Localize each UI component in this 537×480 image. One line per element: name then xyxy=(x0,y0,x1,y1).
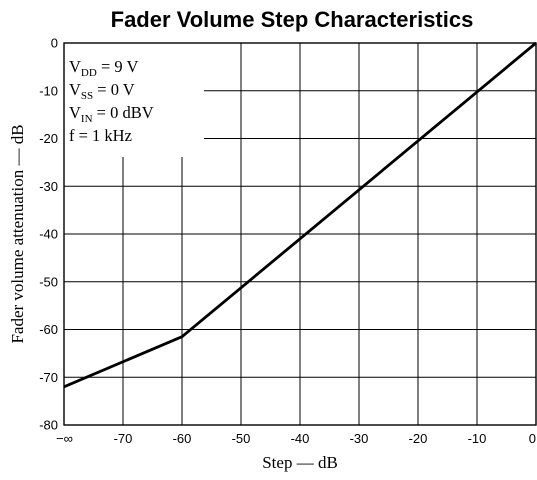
y-axis-label: Fader volume attenuation — dB xyxy=(8,124,27,343)
chart-title: Fader Volume Step Characteristics xyxy=(111,7,474,32)
y-tick-label: -10 xyxy=(39,83,58,98)
y-tick-label: -40 xyxy=(39,227,58,242)
x-tick-label: -30 xyxy=(350,431,369,446)
condition-line: VIN = 0 dBV xyxy=(69,103,154,125)
condition-line: f = 1 kHz xyxy=(69,126,132,145)
y-tick-label: -70 xyxy=(39,370,58,385)
y-tick-label: -20 xyxy=(39,131,58,146)
series-line xyxy=(63,41,537,389)
y-tick-label: -50 xyxy=(39,274,58,289)
y-tick-label: 0 xyxy=(51,36,58,51)
x-tick-label: -60 xyxy=(173,431,192,446)
condition-line: VDD = 9 V xyxy=(69,57,138,79)
y-tick-label: -80 xyxy=(39,418,58,433)
x-tick-label: -10 xyxy=(468,431,487,446)
x-axis-label: Step — dB xyxy=(262,453,338,472)
x-tick-label: -70 xyxy=(114,431,133,446)
y-tick-label: -60 xyxy=(39,322,58,337)
plot-frame xyxy=(63,42,537,426)
conditions-box xyxy=(64,43,204,157)
tick-labels: 0 -10 -20 -30 -40 -50 -60 -70 -80−∞ -70 -60 -50 -40 -… xyxy=(39,36,536,447)
x-tick-label: -50 xyxy=(232,431,251,446)
x-tick-label: −∞ xyxy=(56,431,73,446)
x-tick-label: 0 xyxy=(529,431,536,446)
x-tick-label: -40 xyxy=(291,431,310,446)
condition-line: VSS = 0 V xyxy=(69,80,135,102)
x-tick-label: -20 xyxy=(409,431,428,446)
y-tick-label: -30 xyxy=(39,179,58,194)
